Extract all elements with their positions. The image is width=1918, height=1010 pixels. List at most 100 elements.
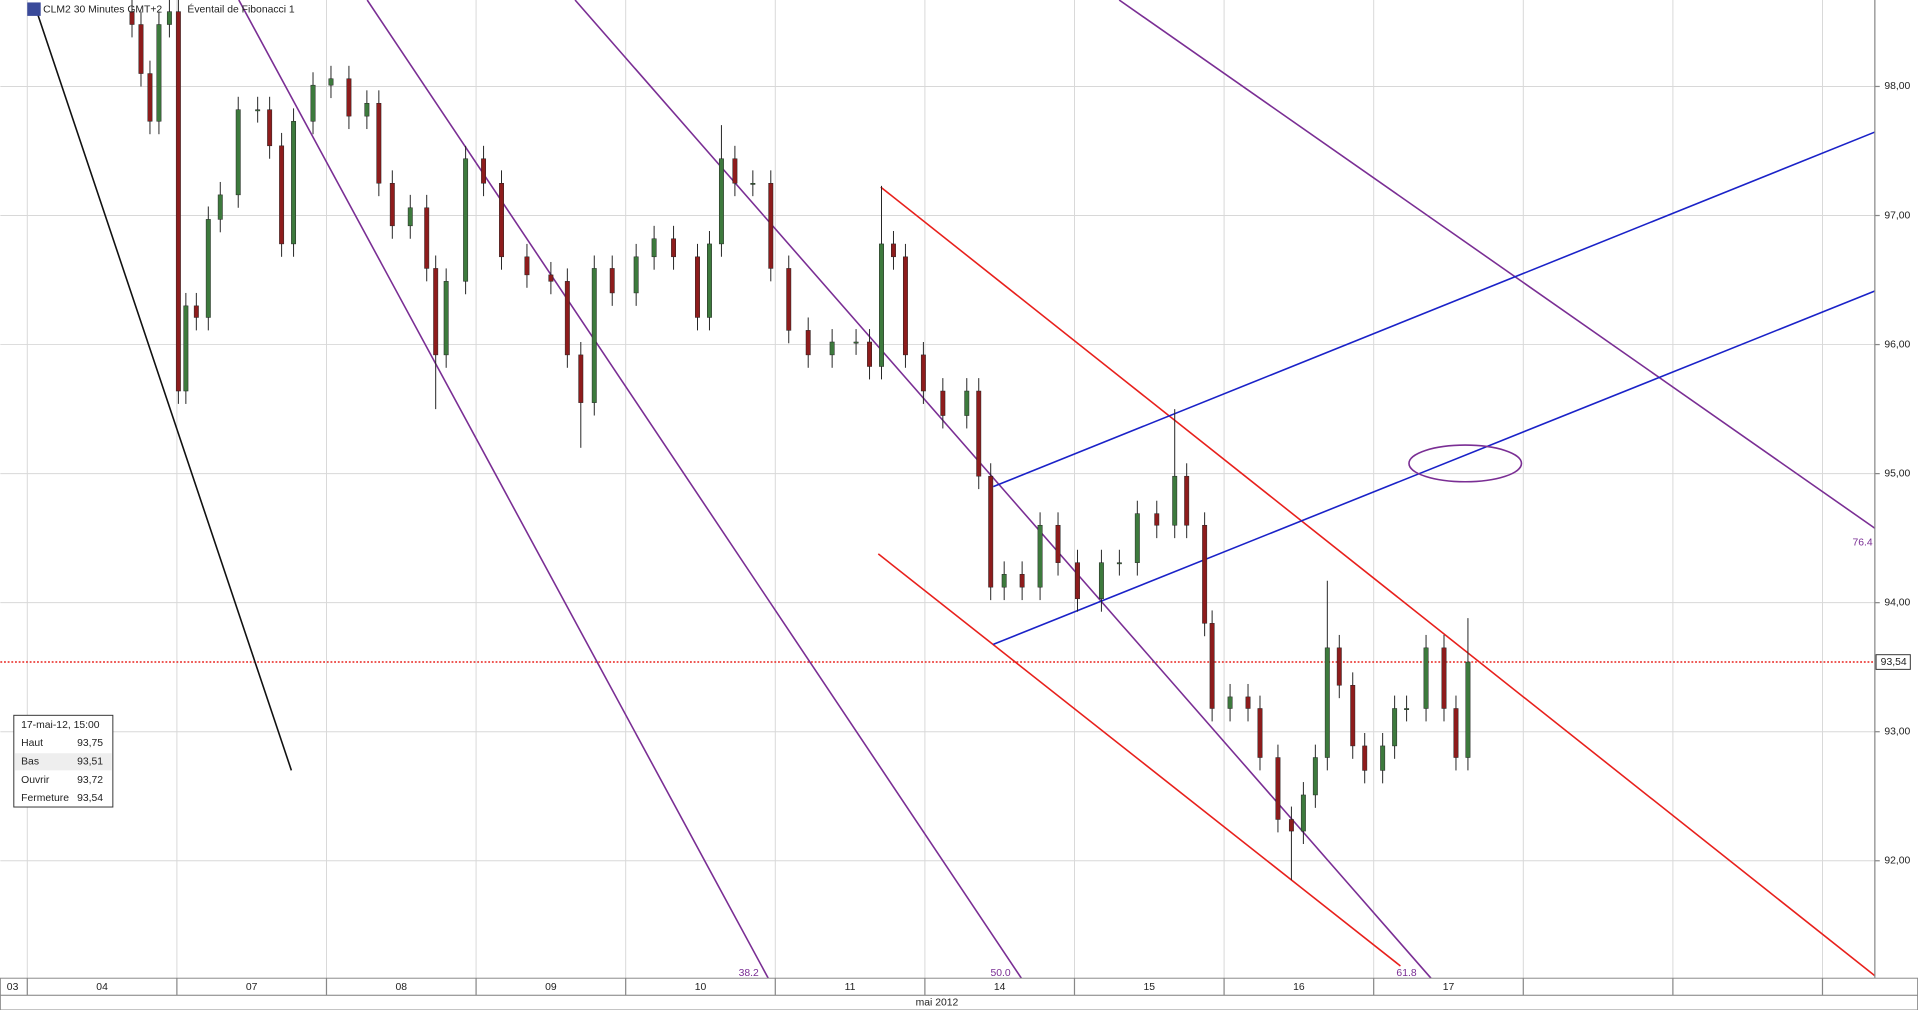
candle-body (1288, 819, 1294, 832)
candle-body (1134, 513, 1140, 563)
info-value: 93,75 (77, 738, 103, 749)
candle-body (1172, 475, 1178, 526)
candle-body (1154, 513, 1160, 526)
candle-body (255, 109, 261, 112)
candle-body (1404, 708, 1410, 710)
ellipse (1408, 444, 1523, 483)
candle-body (364, 102, 370, 117)
candle-body (1300, 794, 1306, 832)
drawings (36, 0, 1876, 979)
x-tick-label: 16 (1293, 982, 1305, 993)
candle-body (940, 390, 946, 416)
y-tick-label: 93,00 (1884, 726, 1910, 737)
channel-line (992, 131, 1876, 488)
candle-body (156, 24, 162, 122)
channel-line (877, 553, 1401, 967)
info-box: 17-mai-12, 15:00 Haut 93,75 Bas 93,51 Ou… (13, 714, 114, 808)
candle-body (129, 11, 135, 25)
candle-body (1055, 524, 1061, 563)
channel-line (992, 290, 1876, 646)
candle-body (750, 183, 756, 185)
candle-body (732, 158, 738, 184)
candle-body (267, 109, 273, 147)
candle-body (1362, 745, 1368, 771)
candle-body (1257, 708, 1263, 758)
row-shade (15, 753, 112, 771)
candle-body (988, 475, 994, 588)
candle-body (1019, 574, 1025, 588)
candle-body (1116, 562, 1122, 565)
candle-body (1275, 757, 1281, 820)
candle-body (1209, 623, 1215, 709)
candle-body (867, 341, 872, 367)
candle-body (768, 183, 774, 269)
candle-body (1245, 696, 1251, 709)
candle-body (1324, 647, 1330, 758)
info-value: 93,54 (77, 793, 103, 804)
info-key: Ouvrir (21, 775, 50, 786)
info-value: 93,72 (77, 775, 103, 786)
candle-body (964, 390, 970, 416)
fib-fan-line (238, 0, 769, 979)
candle-body (175, 11, 181, 392)
y-tick-label: 95,00 (1884, 468, 1910, 479)
trend-line (36, 11, 293, 771)
y-tick-label: 92,00 (1884, 856, 1910, 867)
candle-body (1336, 647, 1342, 686)
candle-body (902, 256, 908, 356)
candle-body (205, 219, 211, 318)
candle-body (1453, 708, 1459, 758)
candle-body (718, 158, 724, 245)
candle-body (166, 11, 172, 25)
x-axis-month-band (0, 994, 1918, 1010)
x-tick-label: 11 (845, 982, 856, 993)
candle-body (1380, 745, 1386, 771)
candle-body (1392, 708, 1398, 747)
candle-body (235, 109, 241, 196)
candle-body (328, 78, 334, 86)
candle-body (310, 84, 316, 122)
fib-label: 61.8 (1396, 968, 1416, 979)
fib-fan-line (1118, 0, 1876, 529)
candle-body (389, 183, 395, 227)
candle-body (433, 268, 439, 356)
candle-body (193, 305, 199, 318)
candle-body (920, 354, 926, 392)
x-tick-label: 14 (994, 982, 1006, 993)
candle-body (481, 158, 487, 184)
x-axis-band (0, 977, 1918, 996)
candle-body (407, 207, 413, 227)
candle-body (376, 102, 382, 184)
fib-label: 76.4 (1853, 538, 1873, 549)
fib-label: 50.0 (990, 968, 1010, 979)
candle-body (183, 305, 189, 392)
candle-body (1350, 685, 1356, 747)
candle-body (609, 268, 615, 294)
candle-body (591, 268, 597, 403)
info-key: Fermeture (21, 793, 69, 804)
candle-body (1075, 562, 1080, 600)
fib-fan-line (366, 0, 1023, 979)
candle-body (786, 268, 792, 331)
candle-body (346, 78, 352, 117)
candle-body (1465, 661, 1471, 758)
x-tick-label: 10 (695, 982, 707, 993)
candle-body (138, 24, 144, 74)
candle-body (695, 256, 700, 318)
candle-body (424, 207, 430, 269)
candle-body (463, 158, 469, 282)
candle-body (1423, 647, 1429, 709)
x-tick-label: 09 (545, 982, 557, 993)
candle-body (1001, 574, 1007, 588)
y-tick-label: 96,00 (1884, 339, 1910, 350)
axes: 92,00 93,00 94,00 95,00 96,00 97,00 98,00 03 04 0… (7, 81, 1911, 996)
x-tick-label: 07 (246, 982, 258, 993)
y-tick-label: 97,00 (1884, 210, 1910, 221)
candles (129, 0, 1471, 881)
channel-line (880, 186, 1876, 977)
x-tick-label: 03 (7, 982, 19, 993)
candle-body (853, 341, 859, 344)
